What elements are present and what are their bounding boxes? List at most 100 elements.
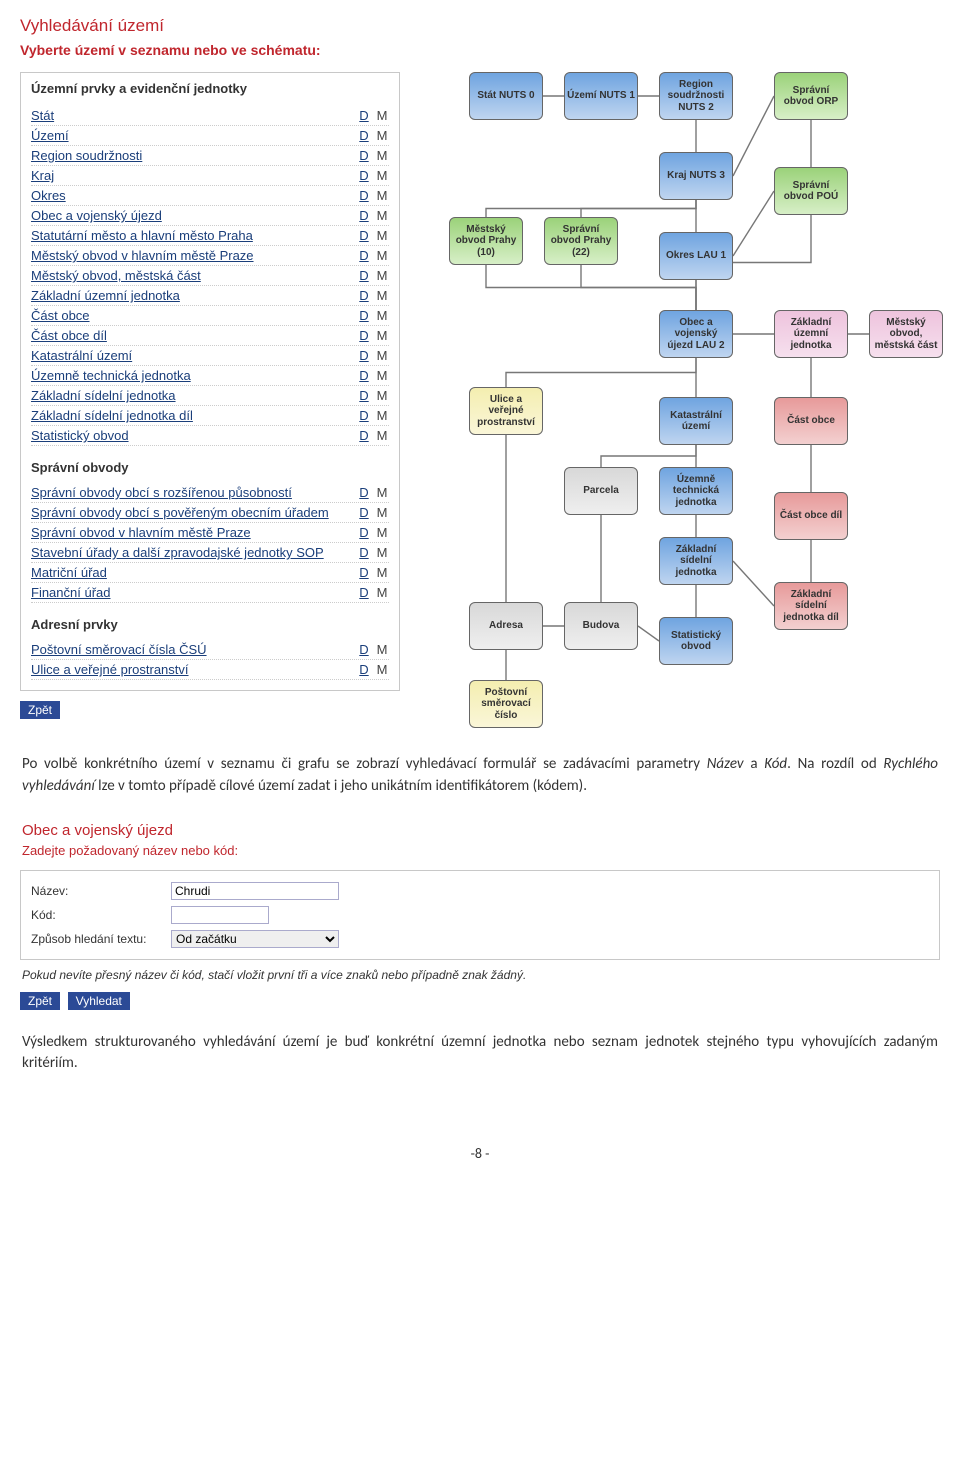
d-link[interactable]: D xyxy=(357,565,371,580)
node-okres[interactable]: Okres LAU 1 xyxy=(659,232,733,280)
list-link[interactable]: Katastrální území xyxy=(31,348,353,363)
d-link[interactable]: D xyxy=(357,268,371,283)
d-link[interactable]: D xyxy=(357,428,371,443)
list-link[interactable]: Statutární město a hlavní město Praha xyxy=(31,228,353,243)
list-link[interactable]: Území xyxy=(31,128,353,143)
d-link[interactable]: D xyxy=(357,408,371,423)
node-stob[interactable]: Statistický obvod xyxy=(659,617,733,665)
node-zsj[interactable]: Základní sídelní jednotka xyxy=(659,537,733,585)
search-button[interactable]: Vyhledat xyxy=(68,992,130,1010)
list-link[interactable]: Část obce xyxy=(31,308,353,323)
back-button[interactable]: Zpět xyxy=(20,701,60,719)
list-item: Část obce dílDM xyxy=(31,326,389,346)
list-link[interactable]: Obec a vojenský újezd xyxy=(31,208,353,223)
d-link[interactable]: D xyxy=(357,388,371,403)
back-button-2[interactable]: Zpět xyxy=(20,992,60,1010)
d-link[interactable]: D xyxy=(357,128,371,143)
node-stat[interactable]: Stát NUTS 0 xyxy=(469,72,543,120)
list-link[interactable]: Část obce díl xyxy=(31,328,353,343)
list-item: Správní obvody obcí s rozšířenou působno… xyxy=(31,483,389,503)
list-link[interactable]: Městský obvod, městská část xyxy=(31,268,353,283)
d-link[interactable]: D xyxy=(357,288,371,303)
form-subheader: Zadejte požadovaný název nebo kód: xyxy=(22,843,938,858)
node-mop10[interactable]: Městský obvod Prahy (10) xyxy=(449,217,523,265)
page-title: Vyhledávání území xyxy=(20,16,940,36)
d-link[interactable]: D xyxy=(357,168,371,183)
mode-select[interactable]: Od začátku xyxy=(171,930,339,948)
d-link[interactable]: D xyxy=(357,505,371,520)
list-link[interactable]: Správní obvody obcí s pověřeným obecním … xyxy=(31,505,353,520)
m-label: M xyxy=(375,308,389,323)
list-link[interactable]: Ulice a veřejné prostranství xyxy=(31,662,353,677)
list-link[interactable]: Základní sídelní jednotka díl xyxy=(31,408,353,423)
d-link[interactable]: D xyxy=(357,308,371,323)
node-parcela[interactable]: Parcela xyxy=(564,467,638,515)
list-link[interactable]: Finanční úřad xyxy=(31,585,353,600)
node-utj[interactable]: Územně technická jednotka xyxy=(659,467,733,515)
page-number: -8 - xyxy=(20,1145,940,1162)
list-item: Správní obvod v hlavním městě Praze DM xyxy=(31,523,389,543)
node-mop22[interactable]: Správní obvod Prahy (22) xyxy=(544,217,618,265)
list-link[interactable]: Městský obvod v hlavním městě Praze xyxy=(31,248,353,263)
m-label: M xyxy=(375,248,389,263)
node-zsjd[interactable]: Základní sídelní jednotka díl xyxy=(774,582,848,630)
d-link[interactable]: D xyxy=(357,348,371,363)
list-link[interactable]: Základní sídelní jednotka xyxy=(31,388,353,403)
list-link[interactable]: Poštovní směrovací čísla ČSÚ xyxy=(31,642,353,657)
code-input[interactable] xyxy=(171,906,269,924)
m-label: M xyxy=(375,168,389,183)
list-link[interactable]: Statistický obvod xyxy=(31,428,353,443)
node-region[interactable]: Region soudržnosti NUTS 2 xyxy=(659,72,733,120)
node-pou[interactable]: Správní obvod POÚ xyxy=(774,167,848,215)
m-label: M xyxy=(375,268,389,283)
node-cob[interactable]: Část obce xyxy=(774,397,848,445)
list-link[interactable]: Správní obvody obcí s rozšířenou působno… xyxy=(31,485,353,500)
d-link[interactable]: D xyxy=(357,188,371,203)
d-link[interactable]: D xyxy=(357,328,371,343)
list-link[interactable]: Okres xyxy=(31,188,353,203)
d-link[interactable]: D xyxy=(357,545,371,560)
node-uzemi[interactable]: Území NUTS 1 xyxy=(564,72,638,120)
list-link[interactable]: Územně technická jednotka xyxy=(31,368,353,383)
node-adresa[interactable]: Adresa xyxy=(469,602,543,650)
node-psc[interactable]: Poštovní směrovací číslo xyxy=(469,680,543,728)
node-ulice[interactable]: Ulice a veřejné prostranství xyxy=(469,387,543,435)
list-item: Statutární město a hlavní město PrahaDM xyxy=(31,226,389,246)
d-link[interactable]: D xyxy=(357,148,371,163)
list-item: Základní sídelní jednotka dílDM xyxy=(31,406,389,426)
list-item: Územně technická jednotkaDM xyxy=(31,366,389,386)
node-kraj[interactable]: Kraj NUTS 3 xyxy=(659,152,733,200)
d-link[interactable]: D xyxy=(357,642,371,657)
list-item: Matriční úřadDM xyxy=(31,563,389,583)
d-link[interactable]: D xyxy=(357,585,371,600)
d-link[interactable]: D xyxy=(357,525,371,540)
node-obec[interactable]: Obec a vojenský újezd LAU 2 xyxy=(659,310,733,358)
node-budova[interactable]: Budova xyxy=(564,602,638,650)
d-link[interactable]: D xyxy=(357,662,371,677)
node-cobd[interactable]: Část obce díl xyxy=(774,492,848,540)
m-label: M xyxy=(375,525,389,540)
list-link[interactable]: Stát xyxy=(31,108,353,123)
node-orp[interactable]: Správní obvod ORP xyxy=(774,72,848,120)
node-kat[interactable]: Katastrální území xyxy=(659,397,733,445)
label-name: Název: xyxy=(31,884,171,898)
list-item: ÚzemíDM xyxy=(31,126,389,146)
list-panel: Územní prvky a evidenční jednotky StátDM… xyxy=(20,72,400,691)
list-link[interactable]: Stavební úřady a další zpravodajské jedn… xyxy=(31,545,353,560)
list-item: Ulice a veřejné prostranstvíDM xyxy=(31,660,389,680)
list-item: Region soudržnostiDM xyxy=(31,146,389,166)
d-link[interactable]: D xyxy=(357,368,371,383)
list-link[interactable]: Region soudržnosti xyxy=(31,148,353,163)
d-link[interactable]: D xyxy=(357,228,371,243)
d-link[interactable]: D xyxy=(357,108,371,123)
list-link[interactable]: Kraj xyxy=(31,168,353,183)
node-momc[interactable]: Městský obvod, městská část xyxy=(869,310,943,358)
d-link[interactable]: D xyxy=(357,485,371,500)
name-input[interactable] xyxy=(171,882,339,900)
list-link[interactable]: Základní územní jednotka xyxy=(31,288,353,303)
list-link[interactable]: Matriční úřad xyxy=(31,565,353,580)
node-zuj[interactable]: Základní územní jednotka xyxy=(774,310,848,358)
d-link[interactable]: D xyxy=(357,248,371,263)
list-link[interactable]: Správní obvod v hlavním městě Praze xyxy=(31,525,353,540)
d-link[interactable]: D xyxy=(357,208,371,223)
